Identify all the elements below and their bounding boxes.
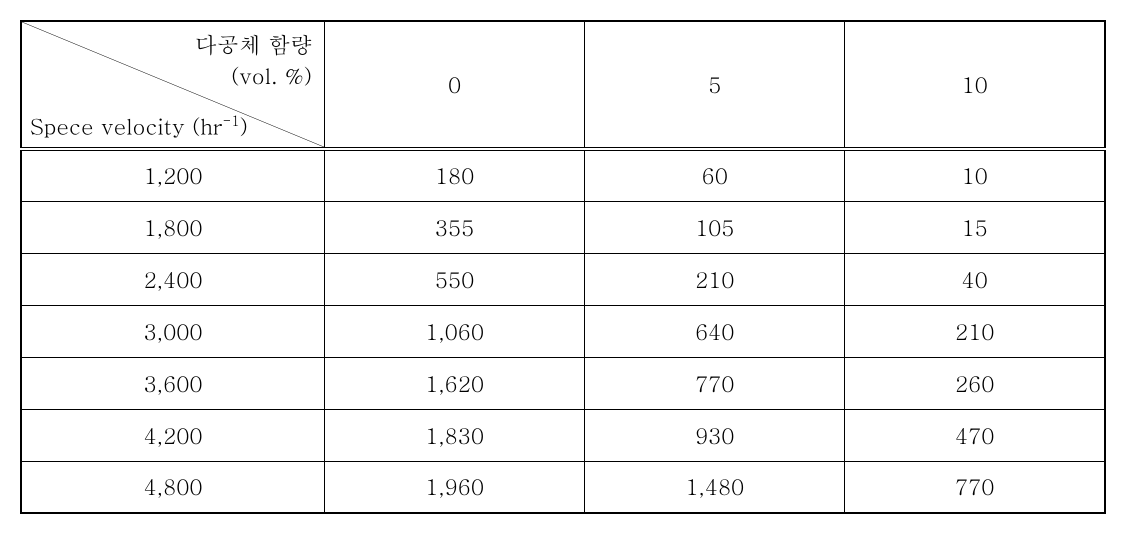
cell-value: 1,830 <box>325 409 585 461</box>
cell-velocity: 1,800 <box>21 201 325 253</box>
cell-velocity: 3,600 <box>21 357 325 409</box>
cell-value: 210 <box>845 305 1105 357</box>
column-header-5: 5 <box>585 21 845 149</box>
porosity-label-line2: (vol. %) <box>231 60 312 91</box>
cell-velocity: 2,400 <box>21 253 325 305</box>
velocity-label-sup: -1 <box>223 110 240 130</box>
cell-value: 640 <box>585 305 845 357</box>
cell-value: 770 <box>585 357 845 409</box>
table-row: 4,800 1,960 1,480 770 <box>21 461 1105 513</box>
cell-velocity: 3,000 <box>21 305 325 357</box>
column-header-0: 0 <box>325 21 585 149</box>
table-header-row: 다공체 함량 (vol. %) Spece velocity (hr-1) 0 … <box>21 21 1105 149</box>
velocity-label-suffix: ) <box>240 110 248 141</box>
diagonal-top-label: 다공체 함량 (vol. %) <box>195 30 312 92</box>
cell-velocity: 4,800 <box>21 461 325 513</box>
cell-velocity: 1,200 <box>21 149 325 201</box>
table-row: 2,400 550 210 40 <box>21 253 1105 305</box>
cell-value: 260 <box>845 357 1105 409</box>
cell-value: 10 <box>845 149 1105 201</box>
cell-value: 1,060 <box>325 305 585 357</box>
cell-value: 355 <box>325 201 585 253</box>
diagonal-header-cell: 다공체 함량 (vol. %) Spece velocity (hr-1) <box>21 21 325 149</box>
porosity-label-line1: 다공체 함량 <box>195 29 312 60</box>
velocity-label-prefix: Spece velocity (hr <box>30 110 223 141</box>
column-header-10: 10 <box>845 21 1105 149</box>
cell-value: 40 <box>845 253 1105 305</box>
cell-velocity: 4,200 <box>21 409 325 461</box>
table-row: 3,000 1,060 640 210 <box>21 305 1105 357</box>
table-row: 1,800 355 105 15 <box>21 201 1105 253</box>
diagonal-bottom-label: Spece velocity (hr-1) <box>30 110 248 141</box>
porosity-velocity-table: 다공체 함량 (vol. %) Spece velocity (hr-1) 0 … <box>20 20 1106 514</box>
table-row: 4,200 1,830 930 470 <box>21 409 1105 461</box>
table-row: 1,200 180 60 10 <box>21 149 1105 201</box>
cell-value: 550 <box>325 253 585 305</box>
cell-value: 180 <box>325 149 585 201</box>
cell-value: 1,480 <box>585 461 845 513</box>
cell-value: 15 <box>845 201 1105 253</box>
cell-value: 105 <box>585 201 845 253</box>
cell-value: 470 <box>845 409 1105 461</box>
cell-value: 1,620 <box>325 357 585 409</box>
table-row: 3,600 1,620 770 260 <box>21 357 1105 409</box>
data-table-wrapper: 다공체 함량 (vol. %) Spece velocity (hr-1) 0 … <box>20 20 1106 514</box>
cell-value: 930 <box>585 409 845 461</box>
cell-value: 770 <box>845 461 1105 513</box>
cell-value: 210 <box>585 253 845 305</box>
cell-value: 60 <box>585 149 845 201</box>
cell-value: 1,960 <box>325 461 585 513</box>
